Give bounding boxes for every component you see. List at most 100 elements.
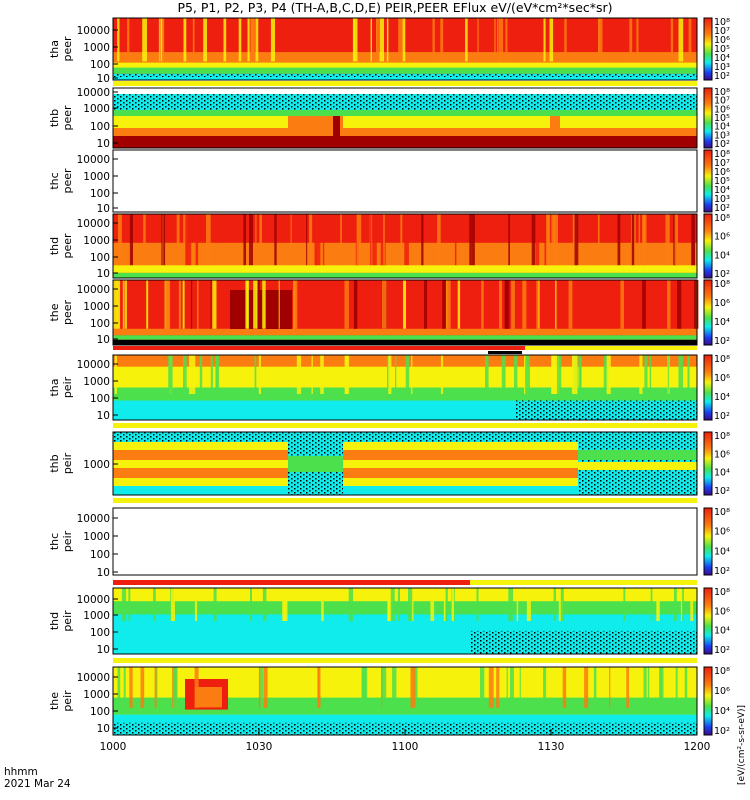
panel-thd-peir: thd peir 10 100 1000 10000 10² 10⁴ 10⁶ 10⁸ [48, 587, 730, 656]
panel-thd-peer: thd peer 10 100 1000 10000 10² 10⁴ 10⁶ 10⁸ [48, 213, 730, 280]
panel-spectrogram-thd-peir [113, 588, 697, 654]
colorbar-tick-label: 10² [714, 726, 730, 737]
y-tick-label: 10000 [77, 218, 110, 230]
colorbar-tick-label: 10⁸ [714, 87, 730, 98]
panel-probe-label: the [48, 303, 61, 321]
colorbar-tick-label: 10⁴ [714, 185, 730, 196]
y-tick-label: 10 [97, 138, 110, 150]
panel-frame [112, 507, 698, 576]
y-tick-label: 1000 [83, 376, 110, 388]
colorbar-tick-label: 10³ [714, 194, 730, 205]
y-tick-label: 1000 [83, 171, 110, 183]
time-tick-label: 1200 [684, 741, 711, 753]
panel-instrument-label: peir [61, 690, 74, 712]
panel-the-peer: the peer 10 100 1000 10000 10² 10⁴ 10⁶ 10⁸ [48, 279, 730, 347]
panel-tha-peer: tha peer 10 100 1000 10000 10²10³10⁴10⁵10⁶10⁷1… [48, 17, 730, 85]
status-flag-bar [113, 423, 697, 428]
panel-spectrogram-thb-peer [113, 88, 697, 148]
panel-probe-label: thc [48, 172, 61, 189]
colorbar-tick-label: 10² [714, 486, 730, 497]
colorbar-tick-label: 10⁴ [714, 122, 730, 133]
status-flag-bar [488, 351, 522, 354]
colorbar-tick-label: 10⁸ [714, 354, 730, 365]
colorbar-tick-label: 10⁸ [714, 507, 730, 518]
figure-title: P5, P1, P2, P3, P4 (TH-A,B,C,D,E) PEIR,P… [177, 0, 612, 15]
colorbar-tick-label: 10⁸ [714, 431, 730, 442]
y-tick-label: 10000 [77, 513, 110, 525]
y-tick-label: 10000 [77, 284, 110, 296]
colorbar-units-label: [eV/(cm²-s-sr-eV)] [737, 705, 747, 785]
time-tick-label: 1100 [392, 741, 419, 753]
panel-probe-label: thc [48, 533, 61, 550]
colorbar-tick-label: 10⁴ [714, 317, 730, 328]
y-tick-label: 1000 [83, 42, 110, 54]
colorbar-tha-peir [703, 354, 713, 421]
colorbar-tick-label: 10² [714, 269, 730, 280]
y-tick-label: 1000 [83, 235, 110, 247]
colorbar-thd-peir [703, 587, 713, 655]
status-flag-bar [470, 580, 697, 585]
panel-instrument-label: peir [61, 376, 74, 398]
time-tick-label: 1130 [538, 741, 565, 753]
y-tick-label: 10000 [77, 672, 110, 684]
y-tick-label: 10 [97, 268, 110, 280]
time-axis-label-date: 2021 Mar 24 [4, 778, 71, 790]
panel-probe-label: tha [48, 378, 61, 396]
colorbar-tick-label: 10⁷ [714, 96, 730, 107]
y-tick-label: 1000 [83, 301, 110, 313]
colorbar-tick-label: 10³ [714, 62, 730, 73]
status-flag-bar [113, 498, 697, 503]
panel-spectrogram-tha-peer [113, 18, 697, 80]
colorbar-the-peir [703, 666, 713, 736]
y-tick-label: 10000 [77, 25, 110, 37]
y-tick-label: 10000 [77, 359, 110, 371]
colorbar-tick-label: 10² [714, 336, 730, 347]
colorbar-tick-label: 10⁶ [714, 449, 730, 460]
time-axis-label-hhmm: hhmm [4, 766, 38, 778]
panel-frame [112, 17, 698, 81]
colorbar-thc-peer [703, 149, 713, 213]
colorbar-tick-label: 10⁸ [714, 279, 730, 290]
y-tick-label: 1000 [83, 103, 110, 115]
colorbar-tick-label: 10⁶ [714, 167, 730, 178]
y-tick-label: 10 [97, 334, 110, 346]
colorbar-tick-label: 10⁴ [714, 250, 730, 261]
panel-instrument-label: peir [61, 530, 74, 552]
y-tick-label: 1000 [83, 531, 110, 543]
panel-spectrogram-the-peir [113, 667, 697, 735]
panel-spectrogram-thd-peer [113, 214, 697, 278]
status-flag-bar [113, 580, 470, 585]
panels: tha peer1010010001000010²10³10⁴10⁵10⁶10⁷1… [48, 17, 730, 737]
y-tick-label: 1000 [83, 610, 110, 622]
colorbar-tick-label: 10⁸ [714, 149, 730, 160]
colorbar-tick-label: 10⁴ [714, 468, 730, 479]
y-tick-label: 10 [97, 73, 110, 85]
panel-the-peir: the peir 10 100 1000 10000 10² 10⁴ 10⁶ 10⁸ [48, 666, 730, 737]
y-tick-label: 10 [97, 203, 110, 215]
y-tick-label: 10000 [77, 594, 110, 606]
panel-thb-peir: thb peir 1000 10² 10⁴ 10⁶ 10⁸ [48, 431, 730, 497]
colorbar-tick-label: 10⁶ [714, 686, 730, 697]
panel-frame [112, 587, 698, 655]
panel-frame [112, 149, 698, 213]
colorbar-tick-label: 10⁶ [714, 527, 730, 538]
panel-instrument-label: peer [61, 105, 74, 131]
colorbar-tick-label: 10⁷ [714, 26, 730, 37]
colorbar-tick-label: 10⁵ [714, 176, 730, 187]
y-tick-label: 100 [90, 393, 110, 405]
status-flag-bar [113, 658, 697, 663]
panel-spectrogram-thb-peir [113, 432, 697, 495]
panel-frame [112, 87, 698, 149]
panel-instrument-label: peer [61, 233, 74, 259]
y-tick-label: 100 [90, 706, 110, 718]
panel-frame [112, 279, 698, 346]
y-tick-label: 10 [97, 410, 110, 422]
panel-tha-peir: tha peir 10 100 1000 10000 10² 10⁴ 10⁶ 10⁸ [48, 354, 730, 422]
y-tick-label: 10 [97, 567, 110, 579]
y-tick-label: 100 [90, 188, 110, 200]
colorbar-tick-label: 10⁴ [714, 706, 730, 717]
colorbar-tick-label: 10² [714, 71, 730, 82]
colorbar-tick-label: 10⁶ [714, 298, 730, 309]
panel-probe-label: the [48, 692, 61, 710]
